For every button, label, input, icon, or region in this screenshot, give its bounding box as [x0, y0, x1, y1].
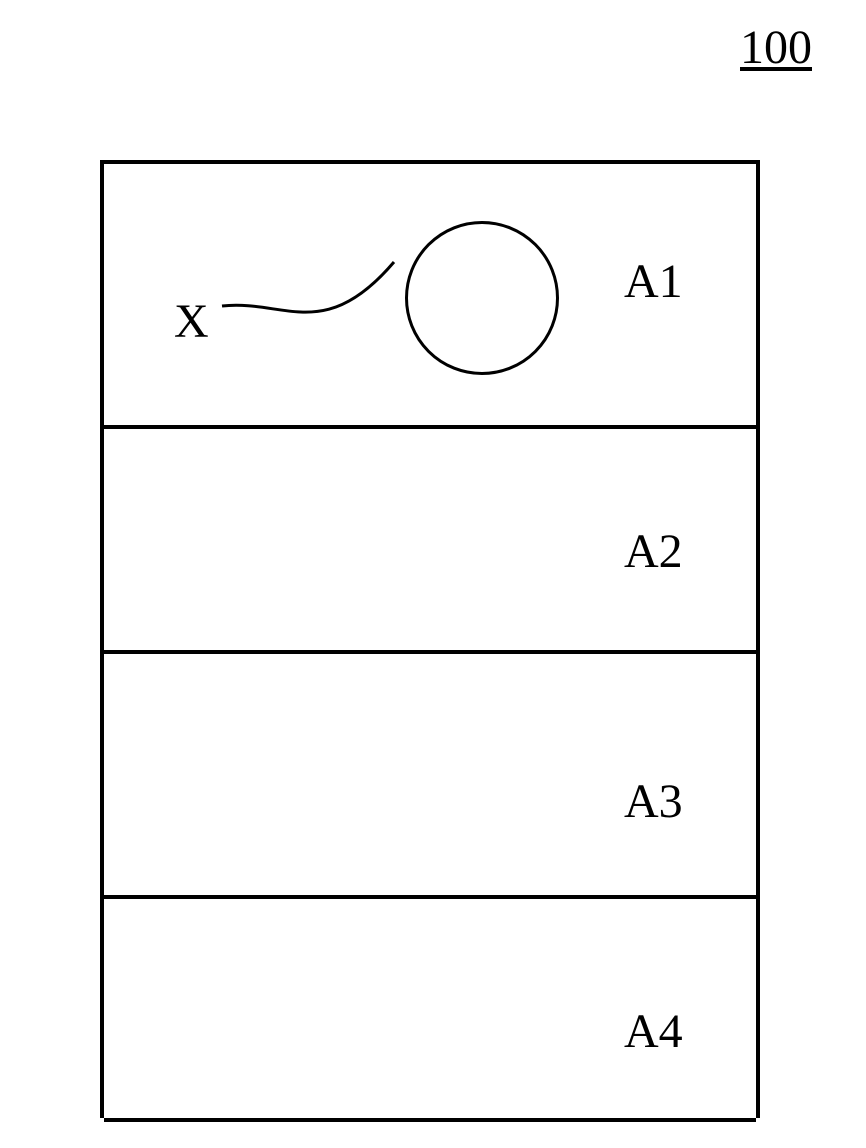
feature-circle [405, 221, 559, 375]
row-label-a4: A4 [624, 1004, 683, 1059]
row-label-a1: A1 [624, 254, 683, 309]
layer-row-a3: A3 [104, 654, 756, 899]
layer-row-a1: X A1 [104, 164, 756, 429]
layer-row-a4: A4 [104, 899, 756, 1122]
row-label-a2: A2 [624, 524, 683, 579]
leader-label-x: X [174, 294, 209, 349]
leader-line-path [222, 262, 394, 312]
layer-stack: X A1 A2 A3 A4 [100, 160, 760, 1118]
layer-row-a2: A2 [104, 429, 756, 654]
figure-title: 100 [740, 20, 812, 75]
row-label-a3: A3 [624, 774, 683, 829]
